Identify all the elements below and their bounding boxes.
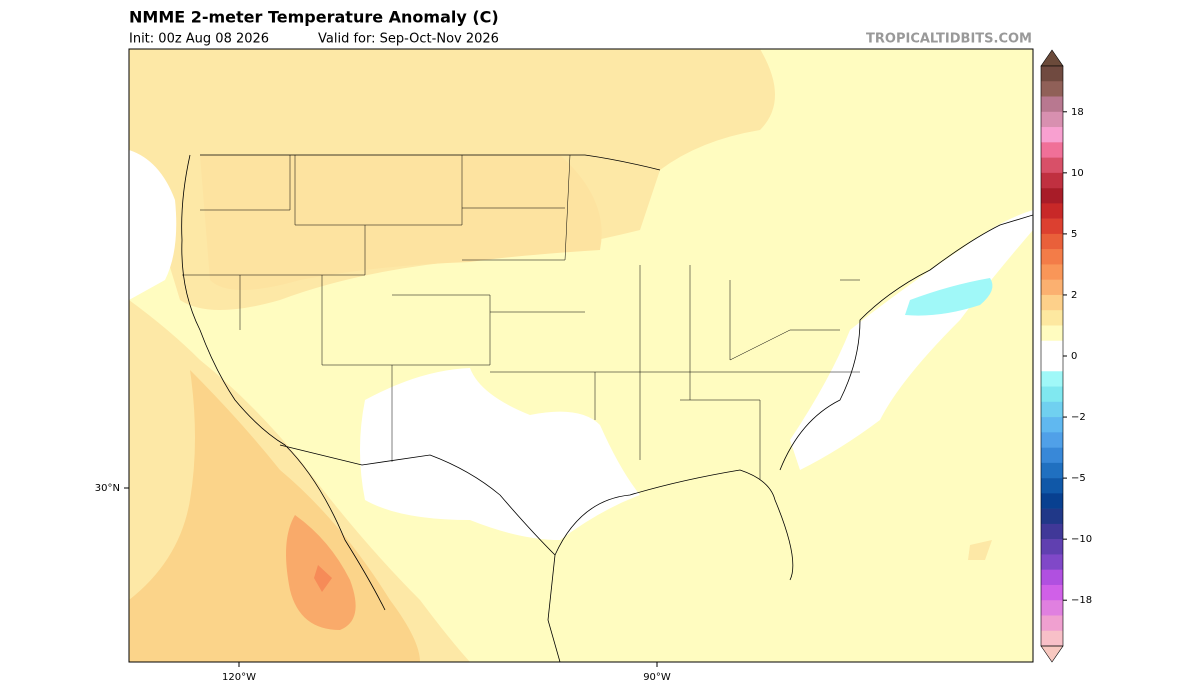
state-borders (182, 154, 860, 480)
colorbar-tick-label: 18 (1071, 107, 1084, 118)
colorbar-bottom (1040, 645, 1064, 663)
map-fill (129, 49, 1033, 662)
valid-text: Valid for: Sep-Oct-Nov 2026 (318, 32, 499, 47)
colorbar-segment (1041, 584, 1063, 601)
colorbar-segment (1041, 447, 1063, 464)
colorbar-segment (1041, 142, 1063, 158)
colorbar-segment (1041, 294, 1063, 311)
colorbar-segment (1041, 249, 1063, 265)
colorbar-tick-label: −2 (1071, 412, 1086, 423)
anomaly-region (314, 565, 332, 592)
colorbar-segment (1041, 539, 1063, 555)
lat-label: 30°N (95, 483, 120, 494)
neutral-region (790, 210, 1033, 470)
colorbar-tick-label: 10 (1071, 168, 1084, 179)
colorbar-segment (1041, 233, 1063, 250)
map-frame (128, 48, 1034, 663)
colorbar-segment (1041, 279, 1063, 296)
anomaly-region (200, 155, 602, 290)
cold-region (905, 278, 993, 316)
colorbar-segment (1041, 325, 1063, 342)
colorbar-top (1040, 49, 1064, 67)
colorbar-segment (1041, 264, 1063, 280)
colorbar-segment (1041, 523, 1063, 540)
colorbar-segment (1041, 386, 1063, 403)
colorbar-segment (1041, 371, 1063, 387)
colorbar-tick-label: 5 (1071, 229, 1077, 240)
colorbar-segment (1041, 340, 1063, 357)
colorbar-segment (1041, 218, 1063, 235)
colorbar-segment (1041, 508, 1063, 525)
colorbar-segment (1041, 127, 1063, 143)
anomaly-region (968, 540, 992, 560)
colorbar-tick-label: 2 (1071, 290, 1077, 301)
colorbar-segment (1041, 554, 1063, 570)
colorbar-segment (1041, 203, 1063, 219)
colorbar-segment (1041, 462, 1063, 479)
neutral-region (360, 368, 640, 540)
colorbar-segment (1041, 493, 1063, 509)
colorbar-segment (1041, 478, 1063, 494)
coastline (181, 154, 1033, 662)
colorbar-segment (1041, 600, 1063, 616)
colorbar-segment (1041, 96, 1063, 113)
colorbar-segment (1041, 356, 1063, 372)
colorbar-segment (1041, 111, 1063, 128)
colorbar-segment (1041, 401, 1063, 418)
colorbar-segment (1041, 417, 1063, 433)
title: NMME 2-meter Temperature Anomaly (C) (129, 8, 499, 27)
lon-label: 120°W (222, 672, 256, 683)
colorbar-segment (1041, 569, 1063, 586)
colorbar-segment (1041, 188, 1063, 204)
colorbar-tick-label: −18 (1071, 595, 1092, 606)
colorbar-segment (1041, 172, 1063, 189)
colorbar-tick-label: −5 (1071, 473, 1086, 484)
credit: TROPICALTIDBITS.COM (866, 32, 1032, 47)
colorbar: 18 10 5 2 0 −2 −5 −10 −18 (1040, 49, 1092, 663)
colorbar-segment (1041, 81, 1063, 97)
colorbar-segment (1041, 310, 1063, 326)
init-text: Init: 00z Aug 08 2026 (129, 32, 269, 47)
lon-label: 90°W (643, 672, 671, 683)
colorbar-segment (1041, 615, 1063, 632)
colorbar-tick-label: −10 (1071, 534, 1092, 545)
neutral-region (129, 150, 177, 300)
colorbar-segment (1041, 432, 1063, 448)
colorbar-segment (1041, 630, 1063, 647)
colorbar-tick-label: 0 (1071, 351, 1077, 362)
colorbar-segment (1041, 157, 1063, 174)
colorbar-segment (1041, 66, 1063, 82)
